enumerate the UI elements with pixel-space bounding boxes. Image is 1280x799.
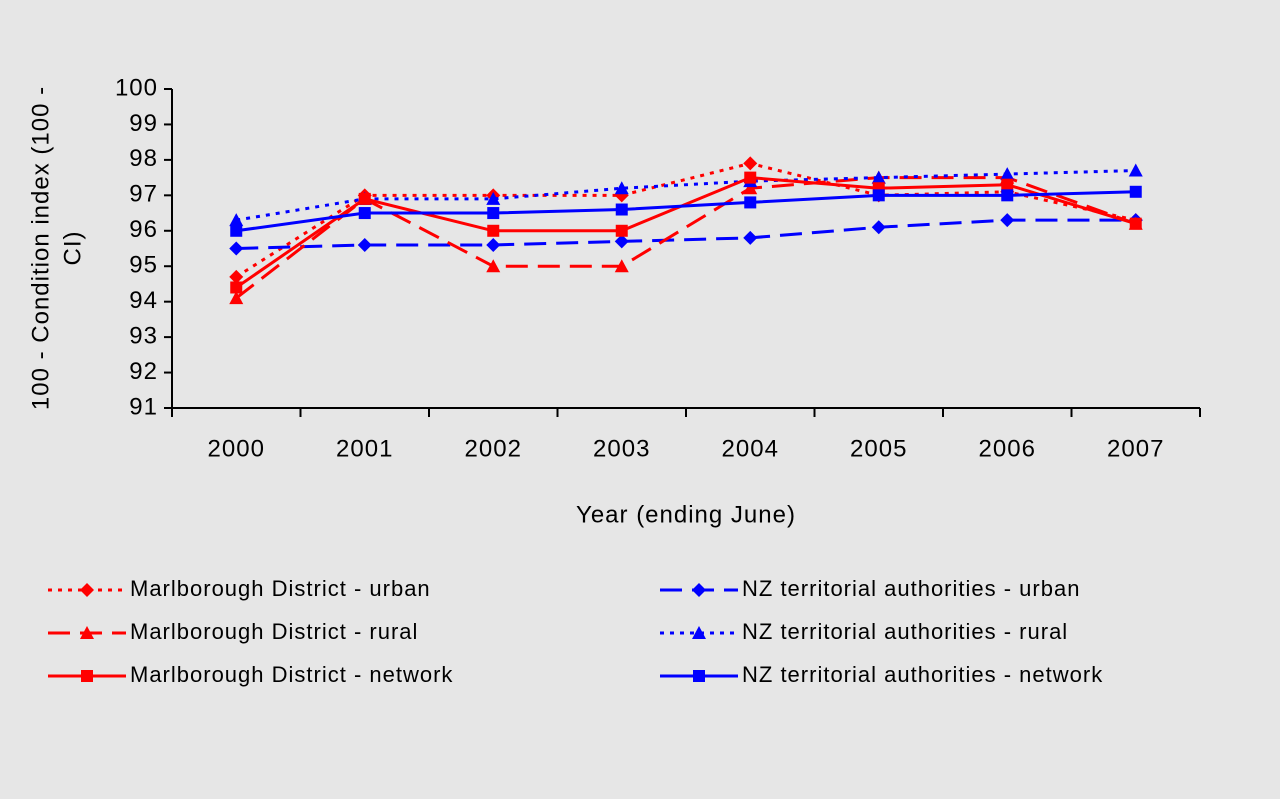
legend-label: Marlborough District - urban	[130, 576, 431, 601]
marker	[743, 181, 758, 195]
marker	[614, 259, 629, 273]
marker	[872, 189, 885, 202]
marker	[229, 213, 244, 227]
marker	[487, 207, 500, 220]
x-tick-label: 2003	[593, 435, 650, 462]
x-tick-label: 2001	[336, 435, 393, 462]
y-tick-label: 96	[129, 216, 158, 243]
marker	[743, 230, 758, 245]
marker	[486, 237, 501, 252]
marker	[615, 203, 628, 216]
marker	[80, 626, 94, 639]
marker	[358, 192, 371, 205]
y-tick-label: 91	[129, 393, 158, 420]
marker	[486, 259, 501, 273]
marker	[744, 171, 757, 184]
marker	[1128, 163, 1143, 177]
marker	[743, 156, 758, 171]
marker	[80, 583, 94, 597]
x-tick-label: 2007	[1107, 435, 1164, 462]
legend-label: NZ territorial authorities - urban	[742, 576, 1080, 601]
y-tick-label: 97	[129, 181, 158, 208]
marker	[357, 237, 372, 252]
x-tick-label: 2000	[208, 435, 265, 462]
x-tick-label: 2006	[979, 435, 1036, 462]
marker	[615, 224, 628, 237]
legend-label: Marlborough District - network	[130, 662, 453, 687]
series-line	[236, 218, 1136, 250]
legend-label: NZ territorial authorities - rural	[742, 619, 1068, 644]
marker	[692, 626, 706, 639]
marker	[358, 207, 371, 220]
y-tick-label: 92	[129, 358, 158, 385]
marker	[692, 583, 706, 597]
x-tick-label: 2004	[722, 435, 779, 462]
marker	[1000, 213, 1015, 228]
series-line	[235, 161, 1137, 279]
marker	[229, 291, 244, 305]
y-axis-title: 100 - Condition index (100 -	[27, 86, 54, 410]
marker	[1129, 185, 1142, 198]
x-tick-label: 2002	[465, 435, 522, 462]
series-line	[236, 169, 1136, 222]
legend-label: NZ territorial authorities - network	[742, 662, 1103, 687]
y-tick-label: 93	[129, 322, 158, 349]
marker	[229, 269, 244, 284]
marker	[1001, 189, 1014, 202]
y-tick-label: 95	[129, 252, 158, 279]
marker	[1001, 178, 1014, 191]
marker	[744, 196, 757, 209]
series-line	[236, 190, 1136, 233]
marker	[229, 241, 244, 256]
y-tick-label: 94	[129, 287, 158, 314]
marker	[871, 220, 886, 235]
y-axis-title: CI)	[59, 231, 86, 266]
marker	[614, 181, 629, 195]
y-tick-label: 100	[115, 74, 158, 101]
marker	[1129, 217, 1142, 230]
legend-label: Marlborough District - rural	[130, 619, 418, 644]
marker	[230, 281, 243, 294]
x-tick-label: 2005	[850, 435, 907, 462]
marker	[693, 670, 705, 682]
marker	[81, 670, 93, 682]
y-tick-label: 99	[129, 110, 158, 137]
marker	[871, 170, 886, 184]
marker	[614, 234, 629, 249]
marker	[487, 224, 500, 237]
marker	[230, 224, 243, 237]
x-axis-title: Year (ending June)	[576, 501, 796, 528]
series-line	[235, 176, 1137, 289]
y-tick-label: 98	[129, 145, 158, 172]
marker	[486, 191, 501, 205]
marker	[1000, 167, 1015, 181]
